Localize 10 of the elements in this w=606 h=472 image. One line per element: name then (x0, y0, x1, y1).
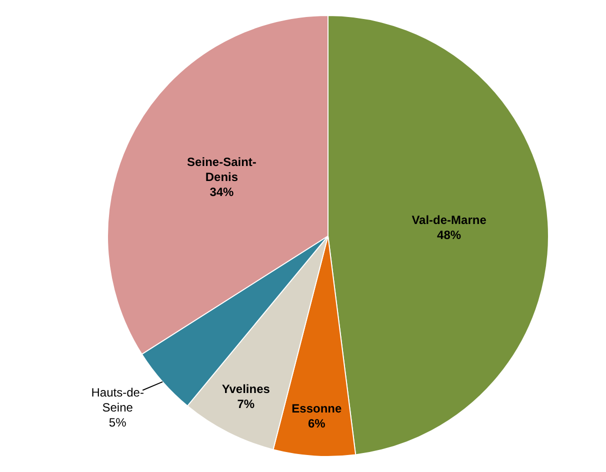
slice-label: Yvelines (222, 382, 270, 396)
slice-label: Val-de-Marne (412, 213, 487, 228)
data-label: 5% (108, 416, 127, 430)
data-label: 6% (308, 416, 326, 430)
slice-label: Hauts-de-Seine (91, 386, 144, 415)
data-label: 34% (210, 184, 234, 199)
slice-label: Seine-Saint-Denis (187, 154, 256, 184)
data-label: 48% (437, 228, 462, 242)
data-label: 7% (237, 396, 255, 411)
slice-label: Essonne (292, 401, 342, 416)
